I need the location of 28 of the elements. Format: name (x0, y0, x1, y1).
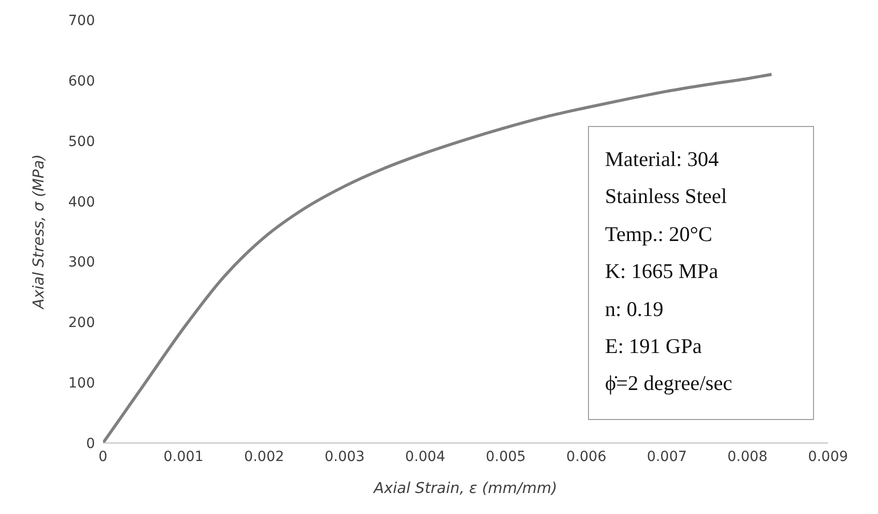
y-tick-label: 0 (86, 436, 95, 452)
x-tick-label: 0.009 (808, 448, 848, 465)
annotation: E: 191 GPa (605, 332, 703, 360)
y-tick-label: 600 (68, 73, 95, 90)
x-tick-label: 0 (98, 448, 108, 465)
x-tick-label: 0.002 (244, 448, 284, 465)
annotation: K: 1665 MPa (605, 258, 720, 286)
x-axis-title: Axial Strain, ε (mm/mm) (372, 479, 558, 497)
y-tick-label: 300 (68, 254, 95, 271)
y-tick-label: 700 (68, 12, 95, 29)
y-axis-title: Axial Stress, σ (MPa) (29, 154, 48, 310)
annotation: n: 0.19 (605, 296, 664, 322)
y-tick-label: 400 (68, 194, 95, 210)
annotation: Temp.: 20°C (605, 220, 714, 248)
annotation: Stainless Steel (605, 183, 728, 210)
annotation: Material: 304 (605, 146, 720, 173)
x-tick-label: 0.006 (566, 448, 606, 465)
x-tick-label: 0.008 (727, 448, 768, 465)
line-series (103, 72, 774, 443)
x-tick-label: 0.005 (486, 448, 526, 465)
y-tick-label: 100 (68, 376, 95, 392)
x-tick-label: 0.001 (164, 448, 204, 465)
x-tick-label: 0.007 (646, 448, 687, 465)
annotation: ϕ̇=2 degree/sec (605, 370, 734, 398)
x-tick-label: 0.003 (324, 448, 365, 465)
x-tick-label: 0.004 (405, 448, 446, 465)
y-tick-label: 500 (68, 134, 95, 150)
y-tick-label: 200 (68, 315, 95, 332)
